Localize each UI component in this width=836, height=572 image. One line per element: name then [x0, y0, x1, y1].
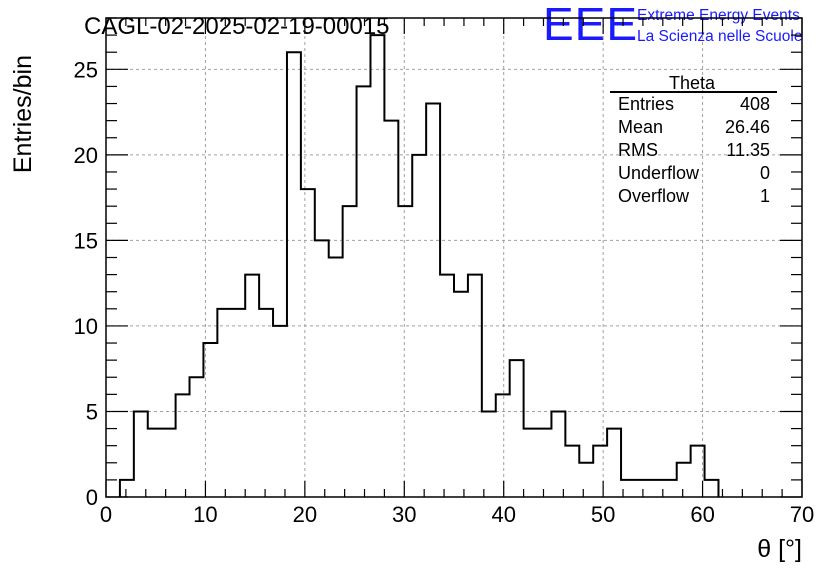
logo-mark: EEE [543, 0, 638, 50]
stats-value-underflow: 0 [760, 163, 770, 183]
stats-label-rms: RMS [618, 140, 658, 160]
x-tick-label: 70 [790, 502, 814, 527]
y-tick-label: 0 [86, 485, 98, 510]
y-tick-labels: 0 5 10 15 20 25 [74, 57, 98, 510]
y-axis-title: Entries/bin [9, 55, 37, 173]
stats-label-mean: Mean [618, 117, 663, 137]
stats-label-overflow: Overflow [618, 186, 690, 206]
chart-title: CAGL-02-2025-02-19-00015 [84, 13, 390, 40]
logo-line-1: Extreme Energy Events [637, 7, 800, 24]
stats-value-overflow: 1 [760, 186, 770, 206]
x-tick-label: 30 [392, 502, 416, 527]
x-tick-label: 50 [591, 502, 615, 527]
x-tick-label: 10 [193, 502, 217, 527]
stats-value-mean: 26.46 [725, 117, 770, 137]
x-tick-label: 40 [491, 502, 515, 527]
eee-logo: EEE Extreme Energy Events La Scienza nel… [543, 0, 802, 50]
stats-value-rms: 11.35 [726, 140, 770, 160]
axis-ticks [105, 17, 803, 498]
y-tick-label: 5 [86, 399, 98, 424]
x-tick-label: 0 [100, 502, 112, 527]
logo-line-2: La Scienza nelle Scuole [637, 28, 802, 45]
stats-box: Theta Entries 408 Mean 26.46 RMS 11.35 U… [610, 73, 777, 206]
y-tick-label: 10 [74, 314, 98, 339]
stats-label-entries: Entries [618, 94, 674, 114]
y-tick-label: 20 [74, 143, 98, 168]
stats-label-underflow: Underflow [618, 163, 700, 183]
y-tick-label: 15 [74, 228, 98, 253]
x-tick-label: 60 [690, 502, 714, 527]
x-axis-title: θ [°] [757, 535, 802, 563]
stats-value-entries: 408 [740, 94, 770, 114]
y-tick-label: 25 [74, 57, 98, 82]
histogram-line [118, 34, 720, 497]
x-tick-label: 20 [293, 502, 317, 527]
stats-title: Theta [669, 73, 716, 93]
x-tick-labels: 0 10 20 30 40 50 60 70 [100, 502, 814, 527]
grid [106, 18, 802, 497]
